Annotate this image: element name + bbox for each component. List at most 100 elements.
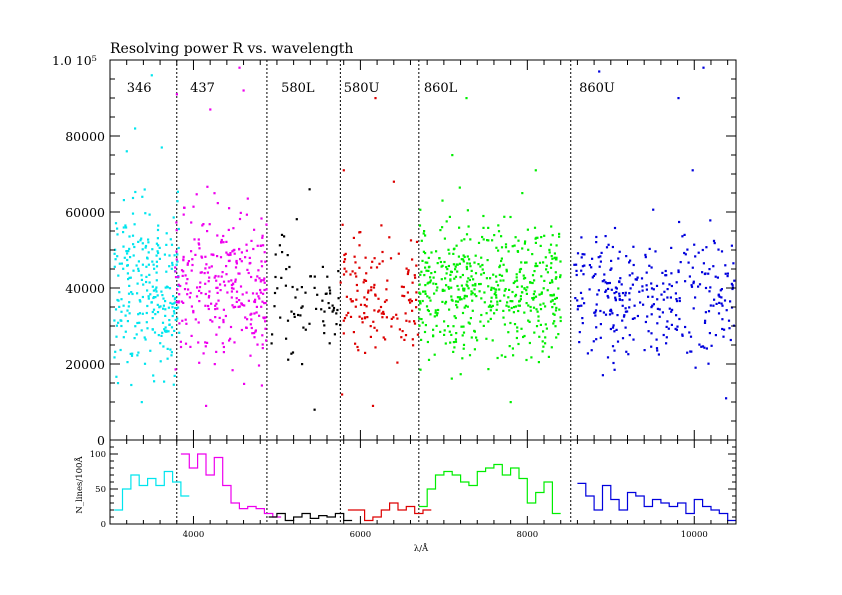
point-346 bbox=[140, 278, 143, 281]
point-580U bbox=[343, 258, 347, 261]
point-860U bbox=[689, 335, 693, 338]
point-860U bbox=[717, 312, 721, 315]
point-437 bbox=[240, 260, 243, 263]
point-860U bbox=[720, 250, 724, 253]
point-860L bbox=[444, 302, 447, 305]
point-437 bbox=[177, 283, 180, 286]
point-860L bbox=[418, 317, 421, 320]
point-860U bbox=[720, 288, 723, 291]
point-860U bbox=[650, 345, 653, 348]
point-580L bbox=[337, 297, 340, 300]
point-860U bbox=[675, 298, 678, 301]
point-346 bbox=[162, 297, 165, 300]
point-860L bbox=[496, 284, 500, 287]
point-437 bbox=[194, 318, 197, 321]
point-860L bbox=[441, 199, 444, 202]
point-437 bbox=[204, 345, 207, 348]
point-860U bbox=[621, 292, 625, 295]
point-346 bbox=[138, 312, 141, 315]
point-860U bbox=[606, 294, 609, 298]
point-860L bbox=[542, 302, 545, 305]
point-346 bbox=[127, 278, 130, 281]
point-580U bbox=[374, 346, 377, 349]
point-860L bbox=[444, 300, 448, 303]
point-860L bbox=[470, 269, 473, 272]
point-346 bbox=[144, 338, 147, 341]
point-860L bbox=[558, 232, 561, 235]
point-860L bbox=[465, 295, 468, 298]
point-860U bbox=[675, 314, 678, 317]
point-860L bbox=[424, 234, 427, 237]
point-346 bbox=[128, 247, 131, 250]
point-860U bbox=[579, 291, 583, 294]
point-437 bbox=[245, 291, 248, 294]
point-860L bbox=[523, 242, 526, 245]
point-860L bbox=[419, 368, 422, 371]
point-437 bbox=[222, 318, 225, 322]
point-860L bbox=[554, 297, 557, 300]
hist-x-tick-label: 4000 bbox=[183, 530, 205, 540]
point-860L bbox=[520, 261, 523, 264]
point-580U bbox=[392, 180, 395, 183]
point-580U bbox=[351, 270, 354, 273]
point-860U bbox=[701, 271, 704, 274]
point-860U bbox=[650, 313, 653, 316]
point-860L bbox=[424, 284, 427, 287]
point-346 bbox=[176, 200, 179, 203]
point-860L bbox=[524, 240, 527, 243]
point-860L bbox=[513, 306, 516, 309]
point-580L bbox=[293, 312, 296, 316]
point-860U bbox=[665, 342, 668, 345]
point-580U bbox=[390, 325, 393, 328]
point-860L bbox=[454, 316, 457, 320]
point-580U bbox=[375, 329, 379, 332]
point-346 bbox=[147, 251, 150, 254]
point-860U bbox=[702, 262, 705, 265]
point-437 bbox=[248, 262, 251, 265]
point-860U bbox=[604, 313, 608, 316]
point-346 bbox=[145, 321, 148, 324]
point-860U bbox=[648, 264, 651, 267]
point-860L bbox=[445, 272, 448, 275]
point-437 bbox=[264, 320, 267, 323]
point-437 bbox=[200, 292, 203, 295]
point-346 bbox=[130, 291, 133, 294]
point-860L bbox=[453, 315, 456, 318]
point-860L bbox=[464, 304, 467, 307]
point-860U bbox=[612, 361, 615, 365]
point-860L bbox=[558, 235, 561, 238]
point-437 bbox=[204, 292, 207, 296]
point-860L bbox=[532, 293, 535, 296]
point-437 bbox=[213, 276, 216, 279]
point-860L bbox=[450, 286, 453, 289]
point-580L bbox=[281, 251, 284, 254]
point-437 bbox=[224, 314, 227, 318]
point-860U bbox=[712, 265, 715, 268]
point-346 bbox=[122, 231, 125, 234]
point-860U bbox=[583, 253, 586, 256]
point-437 bbox=[258, 314, 261, 317]
point-437 bbox=[247, 271, 250, 275]
point-346 bbox=[128, 284, 131, 287]
point-860U bbox=[582, 273, 585, 276]
point-437 bbox=[261, 234, 264, 237]
point-860U bbox=[652, 288, 655, 291]
point-346 bbox=[151, 248, 154, 251]
point-860U bbox=[644, 320, 647, 324]
point-860L bbox=[471, 309, 474, 312]
point-860U bbox=[628, 334, 631, 337]
point-437 bbox=[230, 290, 233, 293]
point-437 bbox=[265, 288, 268, 291]
point-860L bbox=[507, 250, 510, 253]
point-437 bbox=[175, 221, 178, 224]
point-860L bbox=[445, 266, 448, 269]
point-860U bbox=[603, 279, 606, 282]
point-346 bbox=[173, 329, 176, 332]
point-860L bbox=[466, 255, 469, 258]
point-437 bbox=[263, 302, 266, 305]
point-437 bbox=[261, 236, 264, 239]
point-860L bbox=[436, 286, 439, 289]
point-437 bbox=[174, 368, 177, 371]
point-860L bbox=[558, 308, 561, 311]
point-860U bbox=[705, 246, 708, 249]
